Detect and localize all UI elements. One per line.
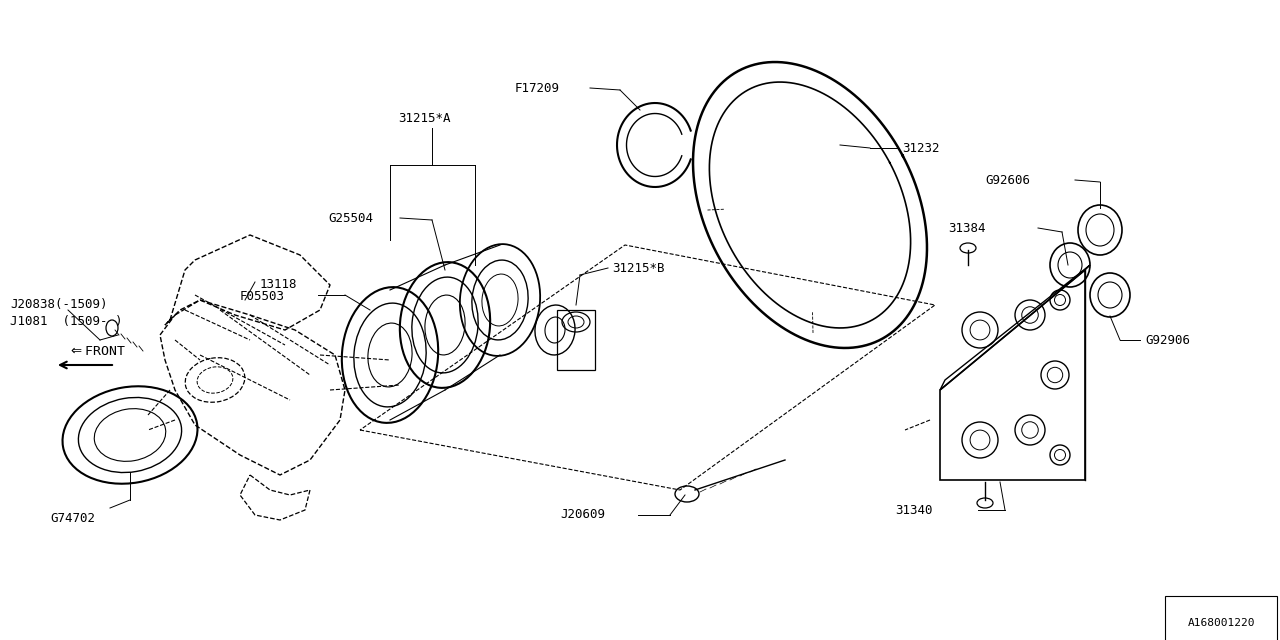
Text: F05503: F05503 [241,290,285,303]
Text: J20609: J20609 [561,508,605,521]
Text: $\Leftarrow$FRONT: $\Leftarrow$FRONT [68,345,125,358]
Bar [557,310,595,370]
Text: F17209: F17209 [515,82,561,95]
Text: A168001220: A168001220 [1188,618,1254,628]
Text: J20838(-1509): J20838(-1509) [10,298,108,311]
Text: G92906: G92906 [1146,334,1190,347]
Text: G74702: G74702 [50,512,95,525]
Text: 31384: 31384 [948,222,986,235]
Text: 31215*B: 31215*B [612,262,664,275]
Text: 31215*A: 31215*A [398,112,451,125]
Text: G25504: G25504 [328,212,372,225]
Text: G92606: G92606 [986,174,1030,187]
Text: 31232: 31232 [902,142,940,155]
Text: J1081  (1509- ): J1081 (1509- ) [10,315,123,328]
Text: 31340: 31340 [895,504,933,517]
Text: 13118: 13118 [260,278,297,291]
